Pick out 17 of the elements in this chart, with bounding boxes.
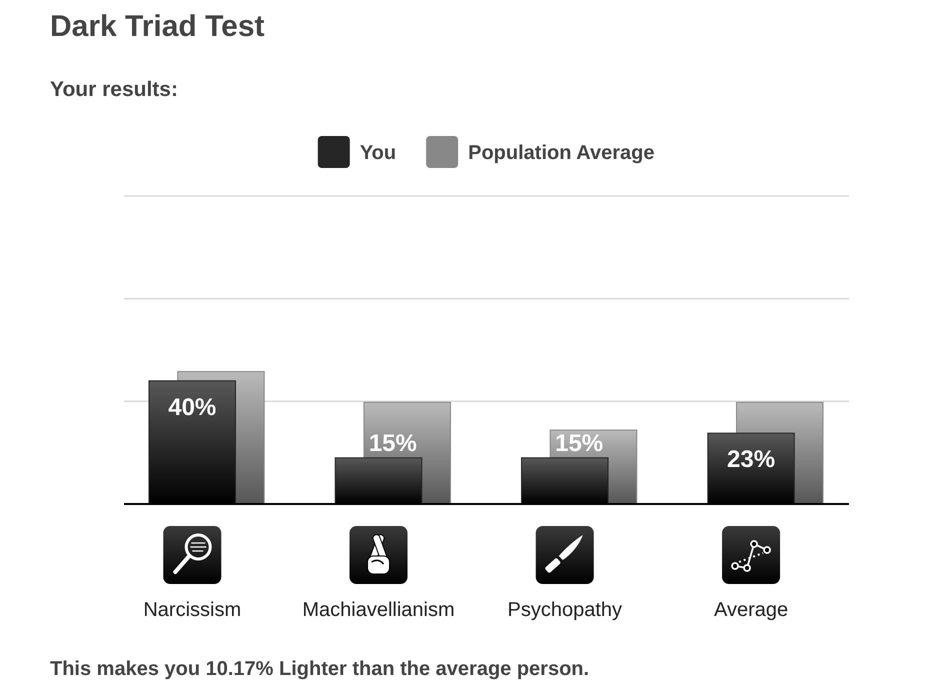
data-label: 15%: [555, 430, 604, 457]
x-tick-label: Machiavellianism: [302, 599, 455, 621]
x-tick-label: Psychopathy: [508, 599, 622, 621]
chart-title: Dark Triad Test: [50, 10, 265, 43]
legend-label: Population Average: [468, 142, 654, 164]
bar: [521, 457, 609, 504]
x-tick-label: Narcissism: [143, 599, 242, 621]
text: This makes you 10.17% Lighter than the average person.: [50, 658, 590, 680]
bar: [707, 432, 795, 504]
data-label: 23%: [727, 446, 776, 474]
data-label: 40%: [168, 394, 216, 421]
chart-subtitle: Your results:: [50, 78, 178, 101]
bar: [148, 380, 236, 504]
x-tick-label: Average: [714, 599, 788, 621]
legend-label: You: [360, 142, 396, 164]
bar: [334, 457, 422, 504]
data-label: 15%: [368, 430, 417, 457]
